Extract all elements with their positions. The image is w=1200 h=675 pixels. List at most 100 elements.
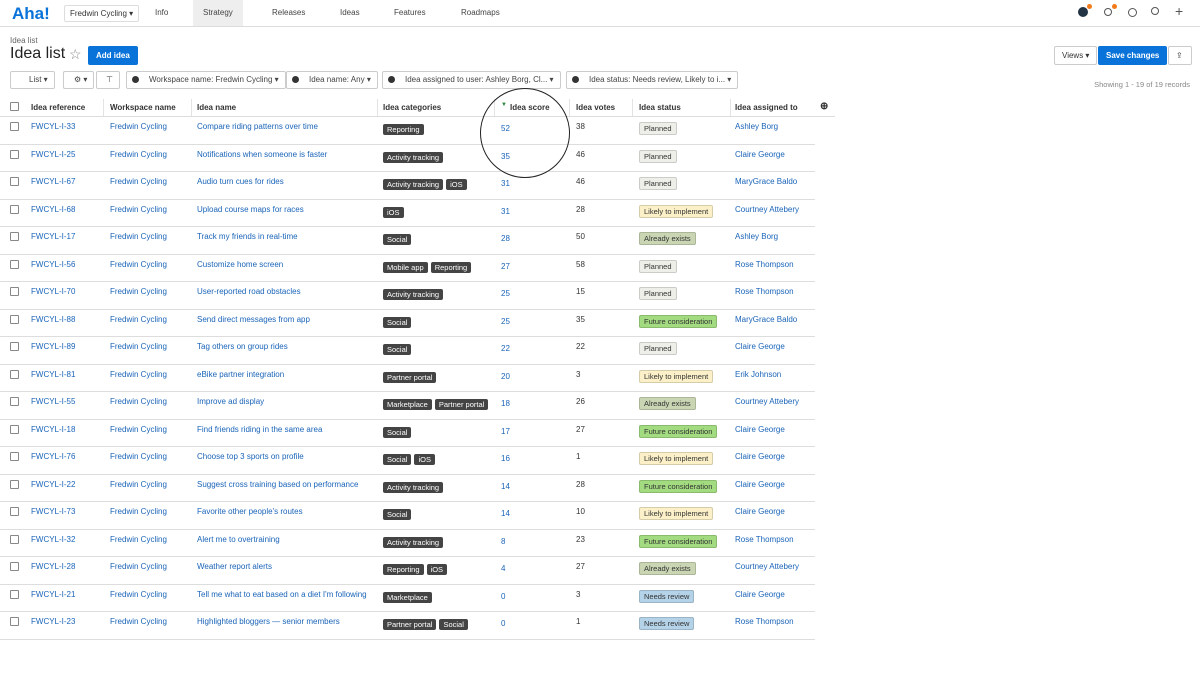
row-checkbox[interactable] — [10, 397, 19, 406]
idea-reference[interactable]: FWCYL-I-55 — [31, 397, 76, 406]
status-badge[interactable]: Planned — [639, 287, 677, 300]
idea-score[interactable]: 4 — [501, 564, 506, 573]
idea-name[interactable]: Tell me what to eat based on a diet I'm … — [197, 589, 367, 599]
idea-name[interactable]: Improve ad display — [197, 397, 265, 406]
filter-remove-icon[interactable] — [132, 76, 139, 83]
idea-score[interactable]: 14 — [501, 509, 510, 518]
row-checkbox[interactable] — [10, 204, 19, 214]
avatar[interactable] — [1078, 7, 1088, 17]
workspace-name[interactable]: Fredwin Cycling — [110, 562, 167, 571]
row-checkbox[interactable] — [10, 369, 19, 379]
column-header[interactable]: Workspace name — [110, 103, 176, 112]
filter-chip[interactable]: Idea status: Needs review, Likely to i..… — [566, 71, 739, 89]
idea-assignee[interactable]: Claire George — [735, 342, 785, 351]
workspace-name[interactable]: Fredwin Cycling — [110, 452, 167, 461]
idea-assignee[interactable]: Erik Johnson — [735, 369, 782, 379]
idea-score[interactable]: 14 — [501, 481, 510, 491]
workspace-name[interactable]: Fredwin Cycling — [110, 177, 167, 186]
filter-chip[interactable]: Idea name: Any ▾ — [286, 71, 378, 89]
workspace-name[interactable]: Fredwin Cycling — [110, 507, 167, 516]
filter-chip[interactable]: Idea assigned to user: Ashley Borg, Cl..… — [382, 71, 561, 89]
workspace-name[interactable]: Fredwin Cycling — [110, 204, 167, 214]
workspace-name[interactable]: Fredwin Cycling — [110, 369, 167, 379]
idea-score[interactable]: 31 — [501, 206, 510, 216]
workspace-name[interactable]: Fredwin Cycling — [110, 589, 167, 599]
row-checkbox[interactable] — [10, 342, 19, 351]
status-badge[interactable]: Likely to implement — [639, 369, 714, 383]
workspace-name[interactable]: Fredwin Cycling — [110, 397, 167, 406]
idea-reference[interactable]: FWCYL-I-22 — [31, 479, 76, 489]
idea-name[interactable]: Notifications when someone is faster — [197, 149, 328, 159]
idea-reference[interactable]: FWCYL-I-56 — [31, 259, 76, 269]
settings-filter[interactable]: ⚙ ▾ — [63, 71, 95, 89]
filter-button[interactable]: ⊤ — [96, 71, 120, 89]
status-badge[interactable]: Future consideration — [639, 479, 718, 493]
idea-reference[interactable]: FWCYL-I-81 — [31, 369, 76, 379]
idea-name[interactable]: Customize home screen — [197, 259, 284, 269]
idea-assignee[interactable]: Claire George — [735, 479, 785, 489]
workspace-name[interactable]: Fredwin Cycling — [110, 617, 167, 626]
idea-reference[interactable]: FWCYL-I-70 — [31, 287, 76, 296]
nav-tab[interactable]: Ideas — [340, 8, 360, 17]
idea-assignee[interactable]: Rose Thompson — [735, 287, 794, 296]
idea-reference[interactable]: FWCYL-I-28 — [31, 562, 76, 571]
status-badge[interactable]: Future consideration — [639, 314, 718, 328]
row-checkbox[interactable] — [10, 259, 19, 269]
favorite-star[interactable]: ☆ — [69, 46, 82, 62]
status-badge[interactable]: Needs review — [639, 617, 695, 630]
view-selector[interactable]: List ▾ — [10, 71, 55, 89]
workspace-name[interactable]: Fredwin Cycling — [110, 314, 167, 324]
column-header[interactable]: Idea votes — [576, 103, 616, 112]
idea-name[interactable]: eBike partner integration — [197, 369, 285, 379]
status-badge[interactable]: Already exists — [639, 397, 696, 410]
idea-score[interactable]: 31 — [501, 179, 510, 188]
idea-name[interactable]: Upload course maps for races — [197, 204, 304, 214]
workspace-name[interactable]: Fredwin Cycling — [110, 342, 167, 351]
status-badge[interactable]: Future consideration — [639, 424, 718, 438]
idea-name[interactable]: Audio turn cues for rides — [197, 177, 284, 186]
idea-score[interactable]: 25 — [501, 316, 510, 326]
idea-reference[interactable]: FWCYL-I-89 — [31, 342, 76, 351]
idea-assignee[interactable]: Claire George — [735, 452, 785, 461]
row-checkbox[interactable] — [10, 122, 19, 131]
idea-assignee[interactable]: MaryGrace Baldo — [735, 177, 798, 186]
row-checkbox[interactable] — [10, 452, 19, 461]
row-checkbox[interactable] — [10, 507, 19, 516]
idea-reference[interactable]: FWCYL-I-76 — [31, 452, 76, 461]
status-badge[interactable]: Planned — [639, 259, 677, 273]
status-badge[interactable]: Already exists — [639, 562, 696, 575]
idea-score[interactable]: 18 — [501, 399, 510, 408]
idea-reference[interactable]: FWCYL-I-68 — [31, 204, 76, 214]
idea-assignee[interactable]: Claire George — [735, 589, 785, 599]
idea-score[interactable]: 0 — [501, 619, 506, 628]
filter-remove-icon[interactable] — [572, 76, 579, 83]
idea-score[interactable]: 20 — [501, 371, 510, 381]
idea-reference[interactable]: FWCYL-I-18 — [31, 424, 76, 434]
status-badge[interactable]: Planned — [639, 122, 677, 135]
add-icon[interactable]: + — [1175, 3, 1184, 19]
idea-score[interactable]: 22 — [501, 344, 510, 353]
idea-score[interactable]: 8 — [501, 536, 506, 546]
column-header[interactable]: Idea name — [197, 103, 237, 112]
row-checkbox[interactable] — [10, 617, 19, 626]
idea-name[interactable]: Favorite other people's routes — [197, 507, 303, 516]
idea-name[interactable]: User-reported road obstacles — [197, 287, 301, 296]
idea-reference[interactable]: FWCYL-I-32 — [31, 534, 76, 544]
idea-assignee[interactable]: Courtney Attebery — [735, 204, 800, 214]
idea-reference[interactable]: FWCYL-I-17 — [31, 232, 76, 241]
row-checkbox[interactable] — [10, 562, 19, 571]
idea-reference[interactable]: FWCYL-I-73 — [31, 507, 76, 516]
search-icon[interactable] — [1151, 7, 1159, 15]
export-button[interactable]: ⇪ — [1168, 46, 1192, 65]
select-all-checkbox[interactable] — [10, 102, 19, 111]
column-header[interactable]: Idea assigned to — [735, 103, 798, 112]
status-badge[interactable]: Planned — [639, 177, 677, 190]
workspace-selector[interactable]: Fredwin Cycling ▾ — [64, 5, 140, 22]
idea-assignee[interactable]: Claire George — [735, 424, 785, 434]
idea-assignee[interactable]: Claire George — [735, 507, 785, 516]
idea-name[interactable]: Choose top 3 sports on profile — [197, 452, 304, 461]
idea-assignee[interactable]: Rose Thompson — [735, 259, 794, 269]
idea-score[interactable]: 25 — [501, 289, 510, 298]
nav-tab[interactable]: Info — [155, 8, 169, 17]
idea-assignee[interactable]: Ashley Borg — [735, 122, 779, 131]
